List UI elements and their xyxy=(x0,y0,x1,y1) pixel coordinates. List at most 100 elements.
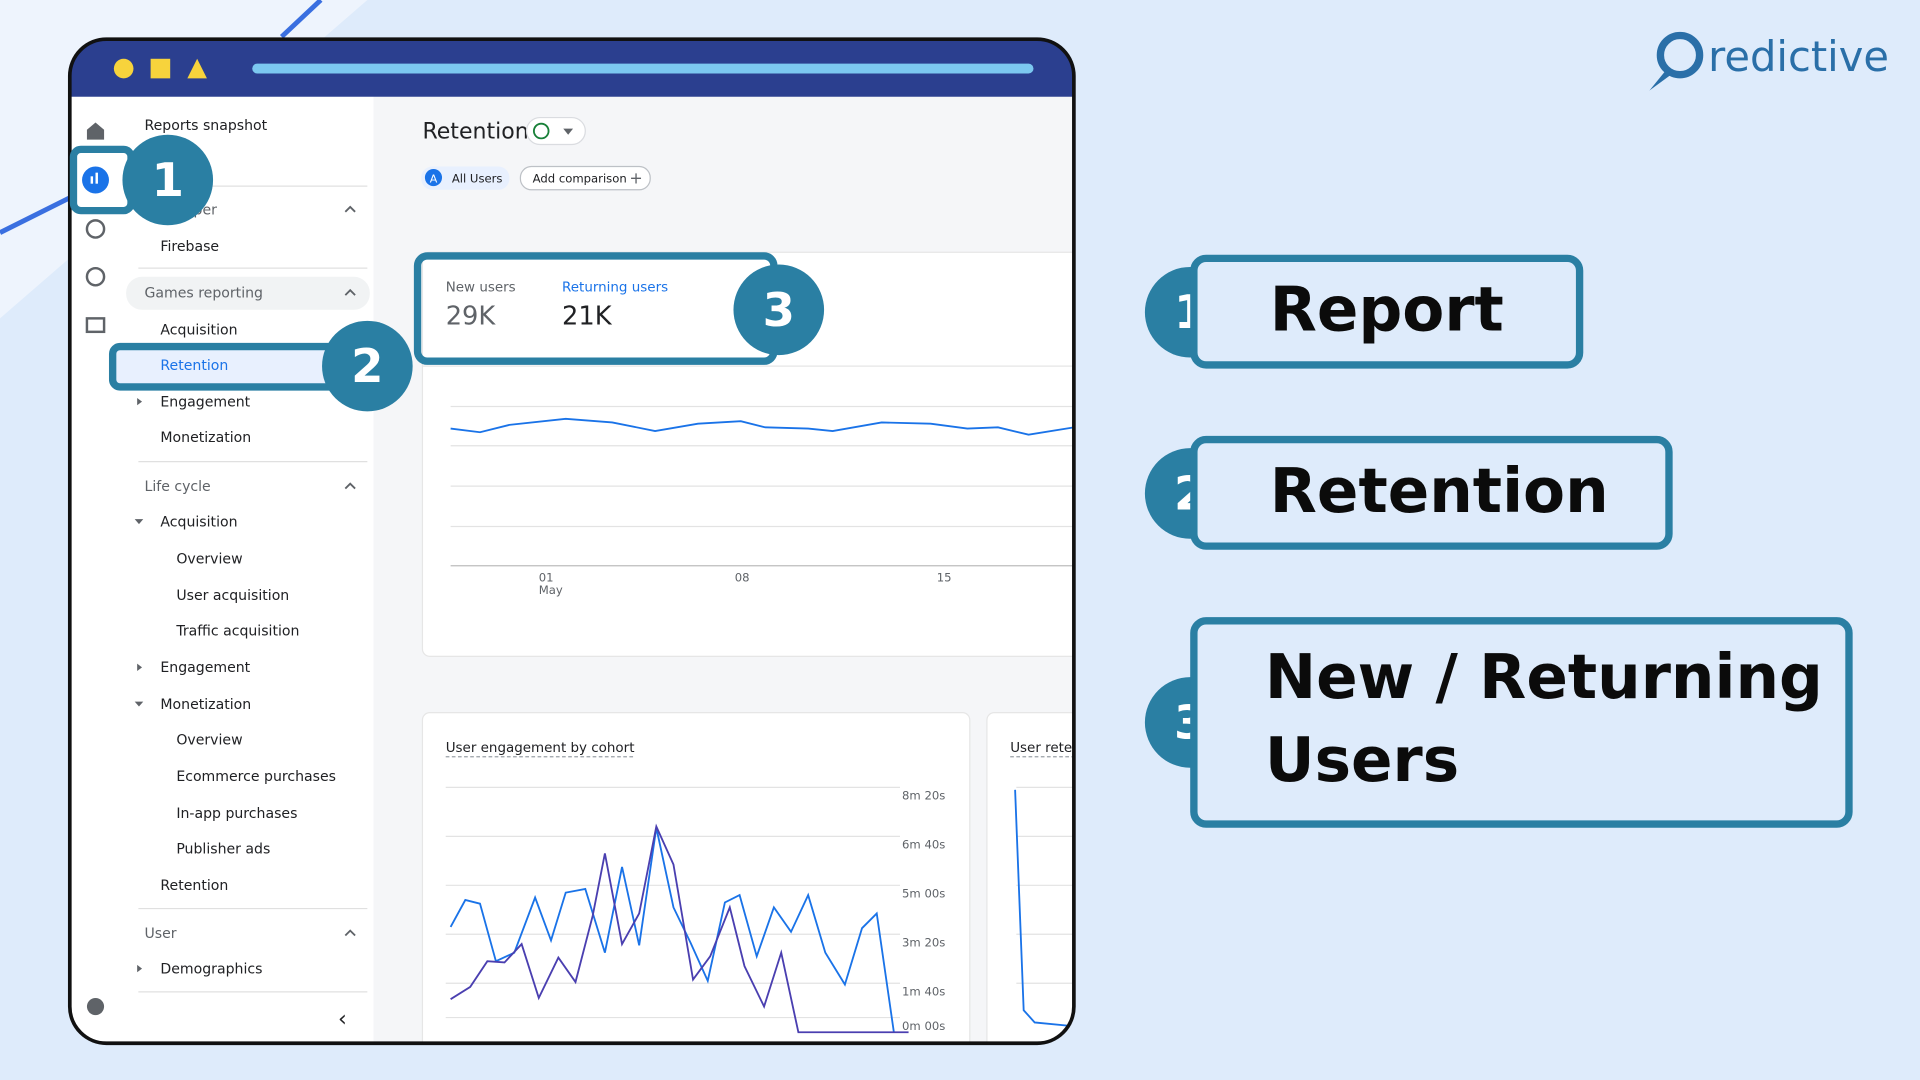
window: ‹ Reports snapshotDeveloperFirebaseGames… xyxy=(69,39,1106,1044)
callout-text: New / Returning xyxy=(1265,642,1823,713)
circle xyxy=(85,266,106,287)
circle xyxy=(86,997,105,1016)
circle xyxy=(85,219,106,239)
rect xyxy=(525,116,586,146)
text: + xyxy=(629,169,642,188)
cohort-card xyxy=(421,712,971,1044)
add-comparison[interactable] xyxy=(519,165,651,191)
nav-item[interactable]: Retention xyxy=(160,358,228,374)
callout-boxes xyxy=(1190,254,1853,828)
g xyxy=(1016,786,1073,984)
x-tick-label: 15 xyxy=(937,571,952,585)
trend-line xyxy=(1014,789,1073,1028)
logo-text: redictive xyxy=(1708,32,1889,81)
trend-line xyxy=(450,823,909,1034)
nav-item[interactable]: User xyxy=(144,926,176,942)
nav-item[interactable]: Engagement xyxy=(160,395,250,411)
y-tick-label: 8m 20s xyxy=(902,789,945,803)
nav-item[interactable]: Publisher ads xyxy=(176,841,270,857)
nav-item[interactable]: Traffic acquisition xyxy=(175,624,299,640)
rect xyxy=(1190,617,1853,828)
expand-arrow[interactable] xyxy=(137,397,143,406)
x-tick-label: May xyxy=(539,583,563,597)
expand-arrow[interactable] xyxy=(137,964,143,973)
chevron[interactable] xyxy=(344,205,356,213)
nav-item[interactable]: Reports snapshot xyxy=(144,118,267,134)
path xyxy=(1649,71,1673,91)
chip-avatar: A xyxy=(430,172,438,185)
y-tick-label: 0m 00s xyxy=(902,1019,945,1033)
circle xyxy=(532,122,550,140)
logo: redictive xyxy=(1649,31,1889,91)
nav-item[interactable]: Engagement xyxy=(160,660,250,676)
rect xyxy=(90,176,94,184)
path xyxy=(86,122,105,140)
nav-item[interactable]: Monetization xyxy=(160,430,251,446)
sidebar xyxy=(69,95,374,1044)
metric-value: 21K xyxy=(562,301,613,331)
trend-line xyxy=(450,417,1074,436)
badge-number: 2 xyxy=(351,339,383,393)
retention-card xyxy=(986,712,1074,1044)
expand-arrow[interactable] xyxy=(134,519,144,525)
nav-item[interactable]: Ecommerce purchases xyxy=(176,769,336,785)
callout-text: Users xyxy=(1265,725,1459,796)
collapse[interactable]: ‹ xyxy=(338,1007,347,1032)
y-tick-label: 1m 40s xyxy=(902,985,945,999)
grid xyxy=(450,405,1074,567)
x-tick-label: 01 xyxy=(539,571,554,585)
rect xyxy=(126,276,370,310)
segment-chip[interactable] xyxy=(421,166,510,190)
badge-number: 3 xyxy=(763,283,795,337)
chevron[interactable] xyxy=(344,288,356,296)
page-title: Retention xyxy=(422,119,528,144)
metric-label: New users xyxy=(446,280,516,295)
decor-line xyxy=(0,0,323,235)
nav-item[interactable]: User acquisition xyxy=(176,588,289,604)
rect xyxy=(1190,254,1584,369)
expand-arrow[interactable] xyxy=(134,701,144,707)
callout-text: Report xyxy=(1270,275,1504,346)
chip-label: All Users xyxy=(452,171,503,185)
badge xyxy=(733,264,825,356)
expand-arrow[interactable] xyxy=(137,663,143,672)
path xyxy=(563,128,574,135)
card-title: User retention xyxy=(1010,741,1106,756)
badge xyxy=(322,320,413,412)
nav-item[interactable]: Acquisition xyxy=(160,515,237,531)
x-tick-label: 08 xyxy=(735,571,750,585)
nav-rail xyxy=(82,122,109,1016)
nav-item[interactable]: Firebase xyxy=(160,239,219,255)
nav-item[interactable]: Life cycle xyxy=(144,479,210,495)
chevron[interactable] xyxy=(344,929,356,937)
metric-value: 29K xyxy=(446,301,497,331)
card-title: User engagement by cohort xyxy=(446,741,635,756)
rect xyxy=(85,317,106,334)
metric-label[interactable]: Returning users xyxy=(562,280,668,295)
window-frame xyxy=(67,37,1076,1046)
nav-item[interactable]: Acquisition xyxy=(160,322,237,338)
nav-item[interactable]: Overview xyxy=(176,551,242,567)
y-tick-label: 6m 40s xyxy=(902,838,945,852)
circle xyxy=(1656,31,1704,79)
nav-item[interactable]: Monetization xyxy=(160,697,251,713)
y-tick-label: 3m 20s xyxy=(902,936,945,950)
trend-line xyxy=(449,827,895,1033)
chevron[interactable] xyxy=(344,482,356,490)
circle xyxy=(113,58,134,79)
badge-number: 1 xyxy=(152,153,184,207)
callout-text: Retention xyxy=(1270,456,1609,527)
nav-item[interactable]: Overview xyxy=(176,732,242,748)
add-comparison-label: Add comparison xyxy=(533,171,627,185)
rect xyxy=(1190,435,1673,550)
path xyxy=(187,58,207,79)
nav-item[interactable]: Games reporting xyxy=(144,286,262,302)
rect xyxy=(150,58,171,79)
badge xyxy=(122,134,214,226)
nav-item[interactable]: Retention xyxy=(160,878,228,894)
y-tick-label: 5m 00s xyxy=(902,887,945,901)
g: User retention xyxy=(1010,741,1106,1028)
nav-item[interactable]: In-app purchases xyxy=(176,806,297,822)
nav-item[interactable]: Demographics xyxy=(160,961,262,977)
